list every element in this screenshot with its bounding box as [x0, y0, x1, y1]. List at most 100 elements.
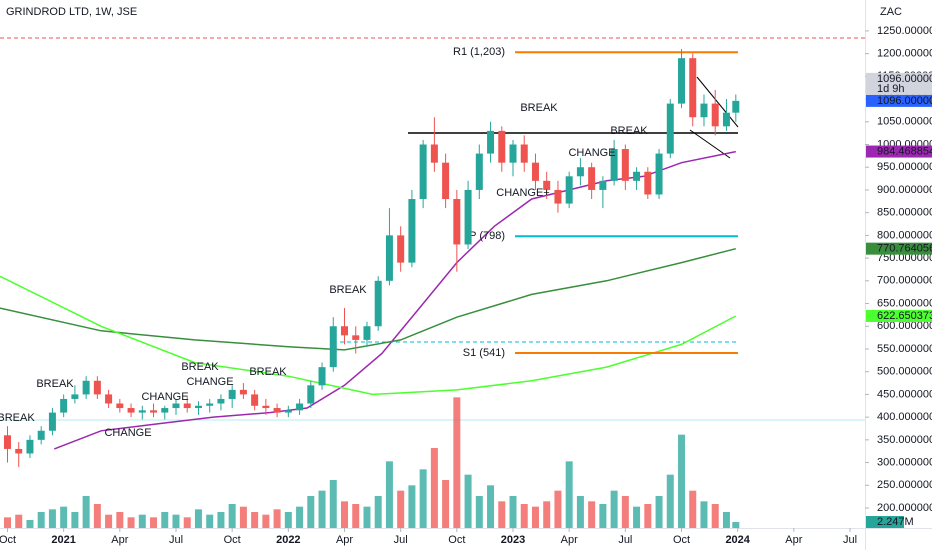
price-label-bg [866, 94, 932, 107]
pivot-label: P (798) [469, 230, 505, 242]
candle-body [689, 58, 697, 118]
volume-bar [37, 512, 45, 528]
y-tick-label: 650.0000000 [877, 297, 932, 309]
x-tick-label: Oct [224, 534, 241, 546]
signal-label: CHANGE [141, 391, 188, 403]
candle-body [318, 367, 326, 386]
candle-body [722, 112, 730, 127]
candle-body [464, 189, 472, 245]
volume-bar [127, 517, 135, 528]
candle-body [329, 326, 337, 368]
candle-body [498, 130, 506, 163]
candle-body [93, 380, 101, 395]
candle-body [621, 149, 629, 181]
y-tick-label: 350.0000000 [877, 434, 932, 446]
volume-bar [329, 480, 337, 528]
candle-body [554, 189, 562, 204]
candle-body [520, 144, 528, 163]
candle-body [194, 405, 202, 409]
x-tick-label: Oct [448, 534, 465, 546]
candle-body [509, 144, 517, 163]
volume-bar [26, 520, 34, 528]
volume-bar [138, 514, 146, 528]
candle-body [655, 153, 663, 195]
candle-body [374, 280, 382, 327]
candle-body [105, 394, 113, 404]
candle-body [217, 398, 225, 404]
y-tick-label: 900.0000000 [877, 184, 932, 196]
volume-bar [228, 504, 236, 528]
signal-label: BREAK [36, 378, 74, 390]
wedge-line [696, 76, 739, 128]
price-label-bg [866, 242, 932, 255]
volume-bar [565, 461, 573, 528]
candle-body [599, 180, 607, 190]
candle-body [172, 403, 180, 409]
chart-title: GRINDROD LTD, 1W, JSE [6, 6, 137, 18]
candle-body [239, 389, 247, 395]
volume-bar [385, 461, 393, 528]
signal-label: BREAK [0, 412, 35, 424]
x-tick-label: 2023 [501, 534, 525, 546]
price-label: 1096.0000000 [877, 73, 932, 85]
signal-label: CHANGE [104, 427, 151, 439]
volume-bar [105, 514, 113, 528]
volume-bar [554, 490, 562, 528]
y-tick-label: 200.0000000 [877, 502, 932, 514]
price-label: 770.7640560 [877, 243, 932, 255]
x-tick-label: Jul [169, 534, 183, 546]
signal-label: BREAK [329, 284, 367, 296]
candle-body [678, 58, 686, 104]
signal-label: BREAK [249, 366, 287, 378]
countdown-bg [866, 72, 932, 95]
moving-average [54, 150, 736, 450]
y-tick-label: 300.0000000 [877, 456, 932, 468]
y-tick-label: 1200.0000000 [877, 48, 932, 60]
x-tick-label: Jul [618, 534, 632, 546]
volume-bar [239, 506, 247, 528]
volume-bar [374, 496, 382, 528]
volume-bar [464, 474, 472, 528]
candle-body [71, 394, 79, 399]
volume-bar [666, 474, 674, 528]
candle-body [644, 171, 652, 195]
candle-body [228, 389, 236, 399]
y-tick-label: 800.0000000 [877, 229, 932, 241]
candle-body [352, 335, 360, 340]
candle-body [397, 235, 405, 263]
signal-label: BREAK [181, 361, 219, 373]
volume-bar [689, 490, 697, 528]
volume-bar [71, 512, 79, 528]
x-tick-label: Apr [336, 534, 353, 546]
volume-bar [655, 496, 663, 528]
candle-body [183, 403, 191, 409]
volume-bar [621, 496, 629, 528]
y-tick-label: 500.0000000 [877, 366, 932, 378]
signal-label: CHANGE [186, 376, 233, 388]
candle-body [48, 412, 56, 431]
candle-body [487, 130, 495, 154]
candle-body [161, 408, 169, 413]
candle-body [475, 153, 483, 190]
volume-bar [442, 480, 450, 528]
volume-bar [172, 514, 180, 528]
candle-body [341, 326, 349, 336]
candle-body [116, 403, 124, 409]
y-tick-label: 950.0000000 [877, 161, 932, 173]
candle-body [408, 199, 416, 263]
candle-body [385, 235, 393, 281]
currency: ZAC [880, 6, 902, 18]
volume-bar [262, 514, 270, 528]
candle-body [26, 439, 34, 454]
volume-bar [531, 506, 539, 528]
candle-body [610, 149, 618, 181]
volume-bar [116, 512, 124, 528]
candle-body [127, 408, 135, 413]
candle-body [419, 144, 427, 200]
y-tick-label: 850.0000000 [877, 207, 932, 219]
volume-bar [93, 504, 101, 528]
y-tick-label: 1050.0000000 [877, 116, 932, 128]
volume-bar [732, 522, 740, 528]
candle-body [262, 405, 270, 409]
